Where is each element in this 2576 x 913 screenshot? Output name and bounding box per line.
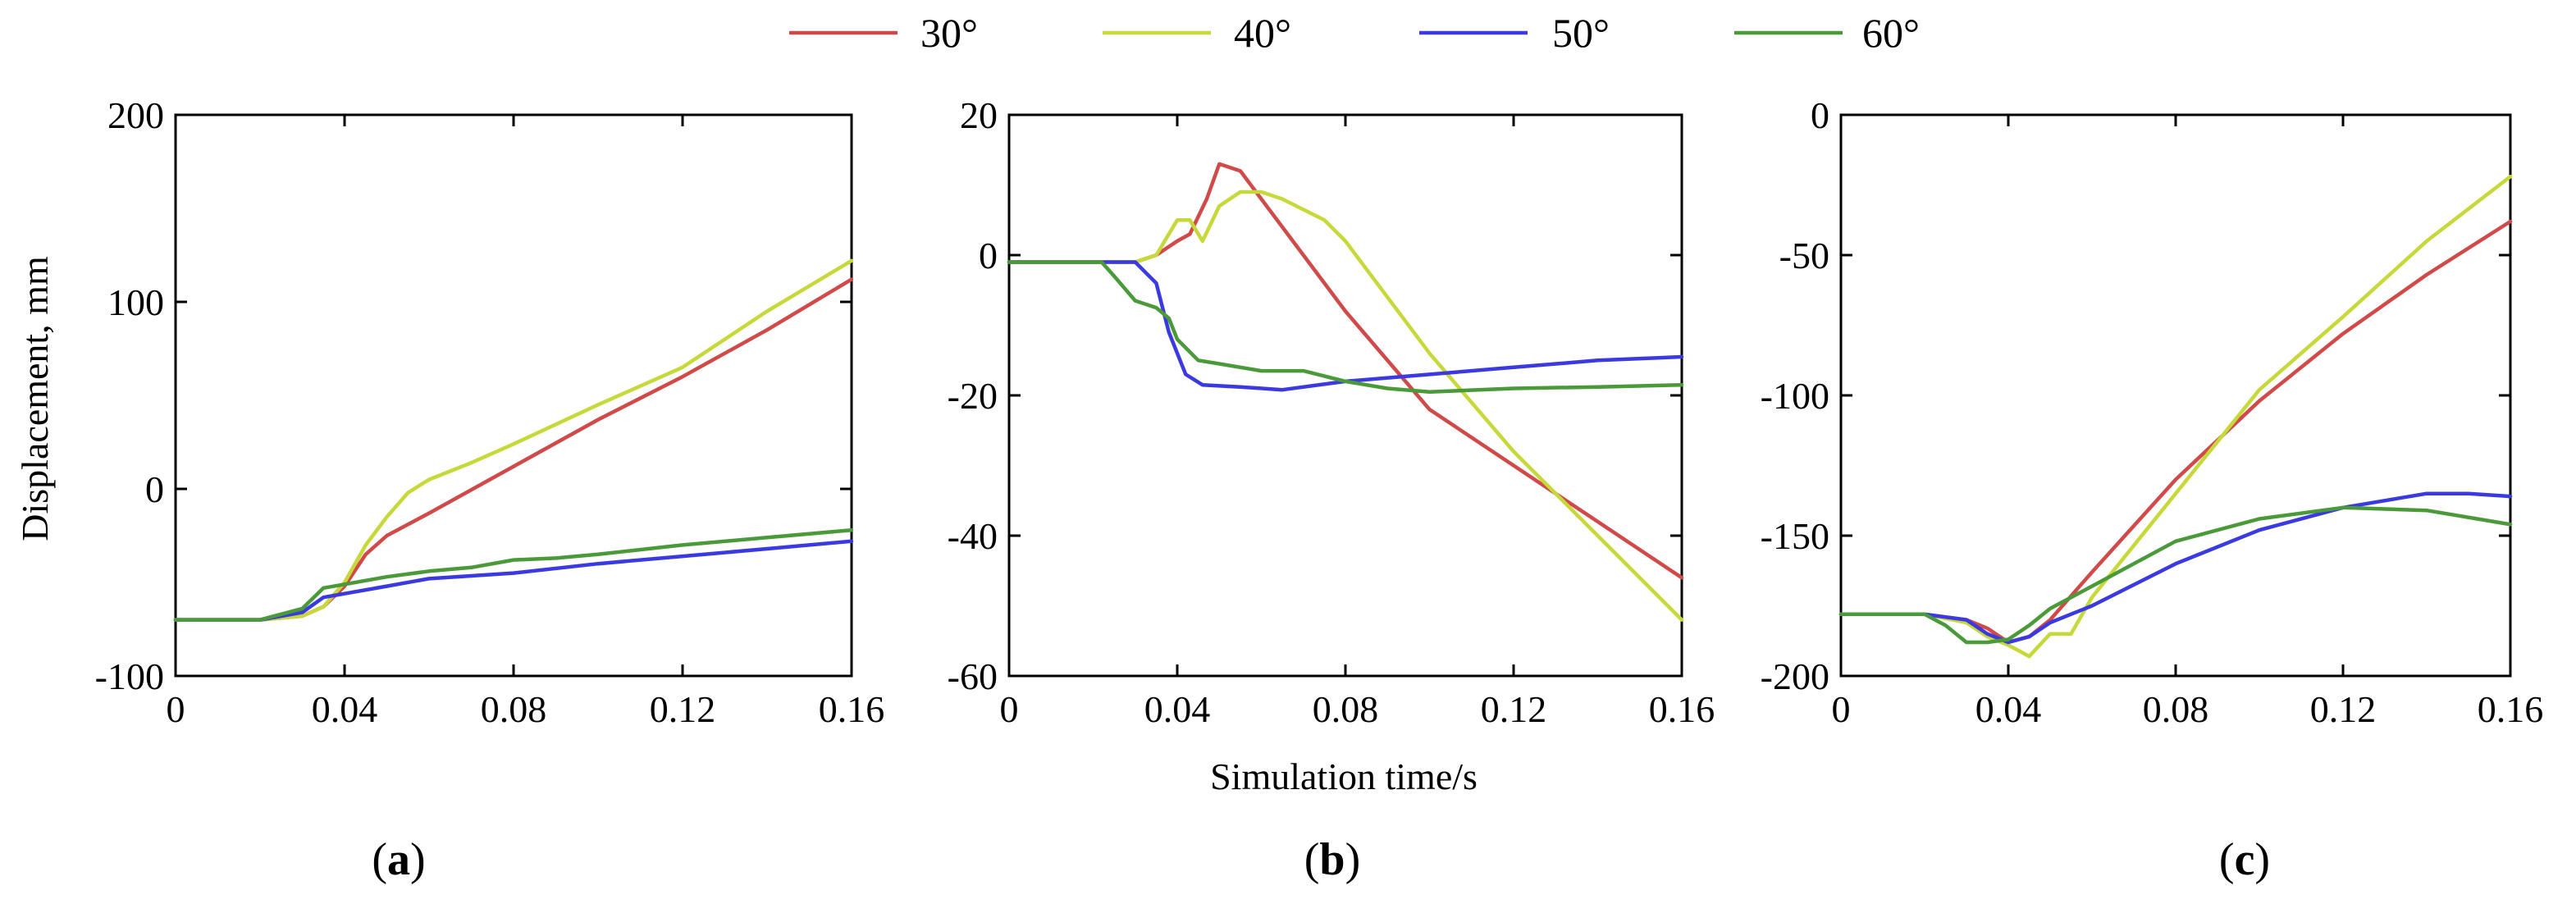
plot-frame [174, 113, 853, 678]
panel-b: 0 0.04 0.08 0.12 0.16 -60 -40 -20 0 20 (b) [948, 94, 1715, 885]
y-tick-label: -50 [1779, 235, 1829, 276]
x-tick-label: 0.04 [1975, 688, 2042, 730]
x-tick-label: 0.12 [650, 688, 716, 730]
series-line-40deg [173, 258, 854, 622]
x-tick-label: 0.16 [1649, 688, 1715, 730]
y-axis-label: Displacement, mm [14, 256, 56, 541]
y-tick-label: 0 [979, 235, 998, 276]
series-line-50deg [1838, 491, 2513, 645]
y-tick-label: -200 [1761, 655, 1829, 697]
x-tick-label: 0.08 [2143, 688, 2209, 730]
x-tick-label: 0.08 [1313, 688, 1379, 730]
x-tick-label: 0 [167, 688, 185, 730]
y-tick-label: -150 [1761, 515, 1829, 557]
y-tick-label: -40 [948, 515, 998, 557]
x-tick-label: 0 [1832, 688, 1851, 730]
legend: 30° 40° 50° 60° [789, 10, 1920, 56]
x-tick-label: 0.04 [1144, 688, 1211, 730]
legend-label-50: 50° [1552, 10, 1610, 56]
legend-item-30: 30° [789, 10, 978, 56]
x-tick-label: 0.04 [312, 688, 378, 730]
series-line-30deg [173, 277, 854, 622]
y-tick-label: 200 [107, 94, 164, 136]
legend-item-50: 50° [1419, 10, 1610, 56]
y-tick-label: -60 [948, 655, 998, 697]
y-tick-label: -20 [948, 375, 998, 417]
y-tick-label: 0 [1811, 94, 1829, 136]
panel-label: (c) [2219, 834, 2270, 885]
series-line-60deg [173, 527, 854, 622]
series-line-60deg [1007, 260, 1684, 394]
series-line-40deg [1838, 174, 2513, 659]
series-line-60deg [1838, 505, 2513, 645]
legend-label-60: 60° [1862, 10, 1920, 56]
x-tick-label: 0.08 [481, 688, 547, 730]
y-tick-label: -100 [1761, 375, 1829, 417]
y-tick-label: -100 [95, 655, 164, 697]
panel-label: (a) [372, 834, 425, 885]
legend-label-40: 40° [1234, 10, 1291, 56]
x-tick-label: 0.12 [2310, 688, 2377, 730]
y-tick-label: 20 [960, 94, 998, 136]
plot-frame [1007, 113, 1683, 678]
series-line-30deg [1007, 162, 1684, 580]
series-line-40deg [1007, 189, 1684, 622]
series-line-50deg [1007, 260, 1684, 392]
x-tick-label: 0.16 [2478, 688, 2544, 730]
series-line-30deg [1838, 219, 2513, 645]
legend-label-30: 30° [920, 10, 978, 56]
legend-item-40: 40° [1103, 10, 1291, 56]
x-tick-label: 0.12 [1481, 688, 1547, 730]
panel-label: (b) [1304, 834, 1360, 885]
series-line-50deg [173, 539, 854, 622]
y-tick-label: 100 [107, 281, 164, 323]
x-tick-label: 0.16 [819, 688, 885, 730]
x-tick-label: 0 [1000, 688, 1019, 730]
legend-item-60: 60° [1734, 10, 1920, 56]
x-axis-label: Simulation time/s [1210, 756, 1478, 797]
y-tick-label: 0 [145, 468, 164, 510]
plot-frame [1839, 113, 2512, 678]
panel-c: 0 0.04 0.08 0.12 0.16 -200 -150 -100 -50 0 (c) [1761, 94, 2544, 885]
